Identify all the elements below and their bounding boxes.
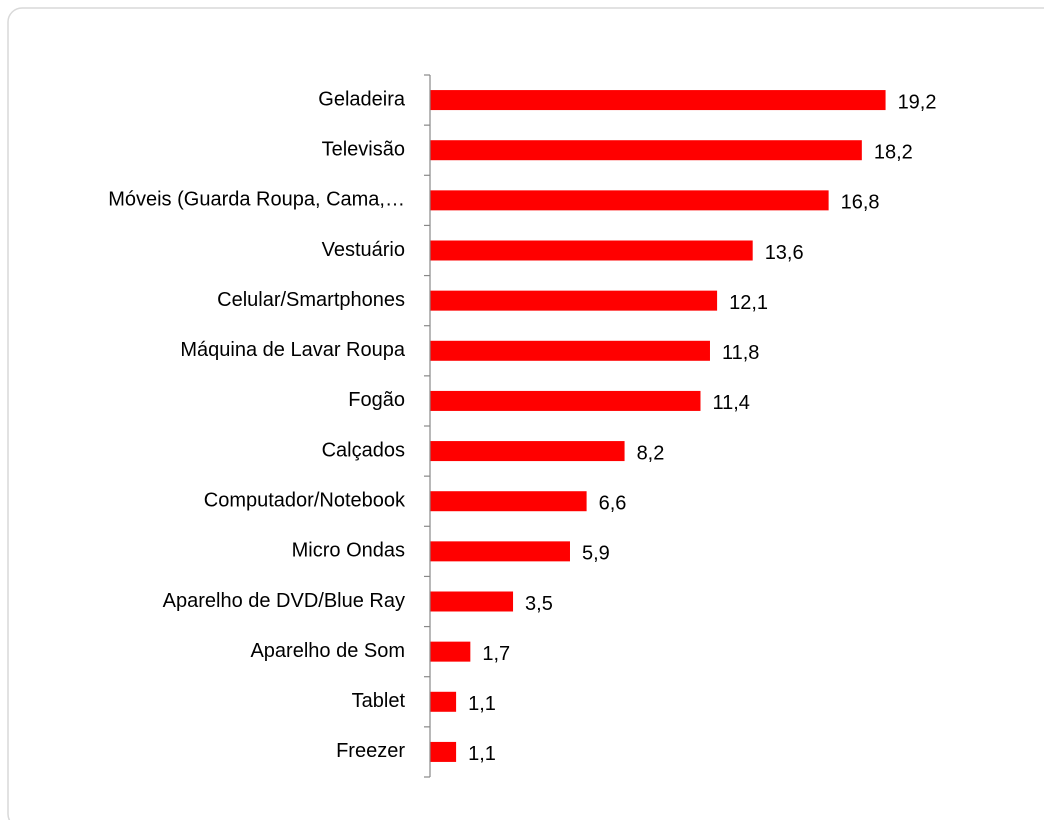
bar bbox=[430, 641, 471, 662]
bar bbox=[430, 90, 886, 111]
value-label: 19,2 bbox=[898, 91, 937, 113]
value-label: 13,6 bbox=[765, 242, 804, 264]
bar bbox=[430, 340, 710, 361]
value-label: 5,9 bbox=[582, 543, 610, 565]
y-tick-label: Móveis (Guarda Roupa, Cama,… bbox=[108, 189, 405, 211]
chart-card bbox=[7, 7, 1044, 820]
y-tick-label: Vestuário bbox=[322, 239, 405, 261]
bar bbox=[430, 140, 862, 161]
bar bbox=[430, 390, 701, 411]
bar bbox=[430, 741, 457, 762]
y-tick-label: Fogão bbox=[348, 389, 405, 411]
y-tick-label: Calçados bbox=[322, 439, 405, 461]
value-label: 12,1 bbox=[729, 292, 768, 314]
value-label: 18,2 bbox=[874, 141, 913, 163]
y-tick-label: Celular/Smartphones bbox=[217, 289, 405, 311]
y-tick-label: Televisão bbox=[322, 138, 405, 160]
value-label: 1,1 bbox=[468, 693, 496, 715]
value-label: 1,7 bbox=[482, 643, 510, 665]
value-label: 1,1 bbox=[468, 743, 496, 765]
value-label: 11,4 bbox=[712, 392, 749, 414]
bar bbox=[430, 491, 587, 512]
y-tick-label: Aparelho de DVD/Blue Ray bbox=[163, 590, 405, 612]
value-label: 8,2 bbox=[637, 442, 665, 464]
y-tick-label: Micro Ondas bbox=[292, 540, 405, 562]
bar bbox=[430, 591, 514, 612]
y-tick-label: Freezer bbox=[336, 740, 405, 762]
y-tick-label: Máquina de Lavar Roupa bbox=[180, 339, 405, 361]
value-label: 11,8 bbox=[722, 342, 759, 364]
value-label: 3,5 bbox=[525, 593, 553, 615]
value-label: 16,8 bbox=[841, 192, 880, 214]
y-tick-label: Geladeira bbox=[318, 88, 406, 110]
bar bbox=[430, 691, 457, 712]
bar bbox=[430, 240, 753, 261]
bar bbox=[430, 441, 625, 462]
y-tick-label: Aparelho de Som bbox=[250, 640, 405, 662]
y-tick-label: Tablet bbox=[352, 690, 406, 712]
bar bbox=[430, 541, 570, 562]
bar bbox=[430, 190, 829, 211]
bar bbox=[430, 290, 718, 311]
value-label: 6,6 bbox=[599, 492, 627, 514]
y-tick-label: Computador/Notebook bbox=[204, 489, 406, 511]
